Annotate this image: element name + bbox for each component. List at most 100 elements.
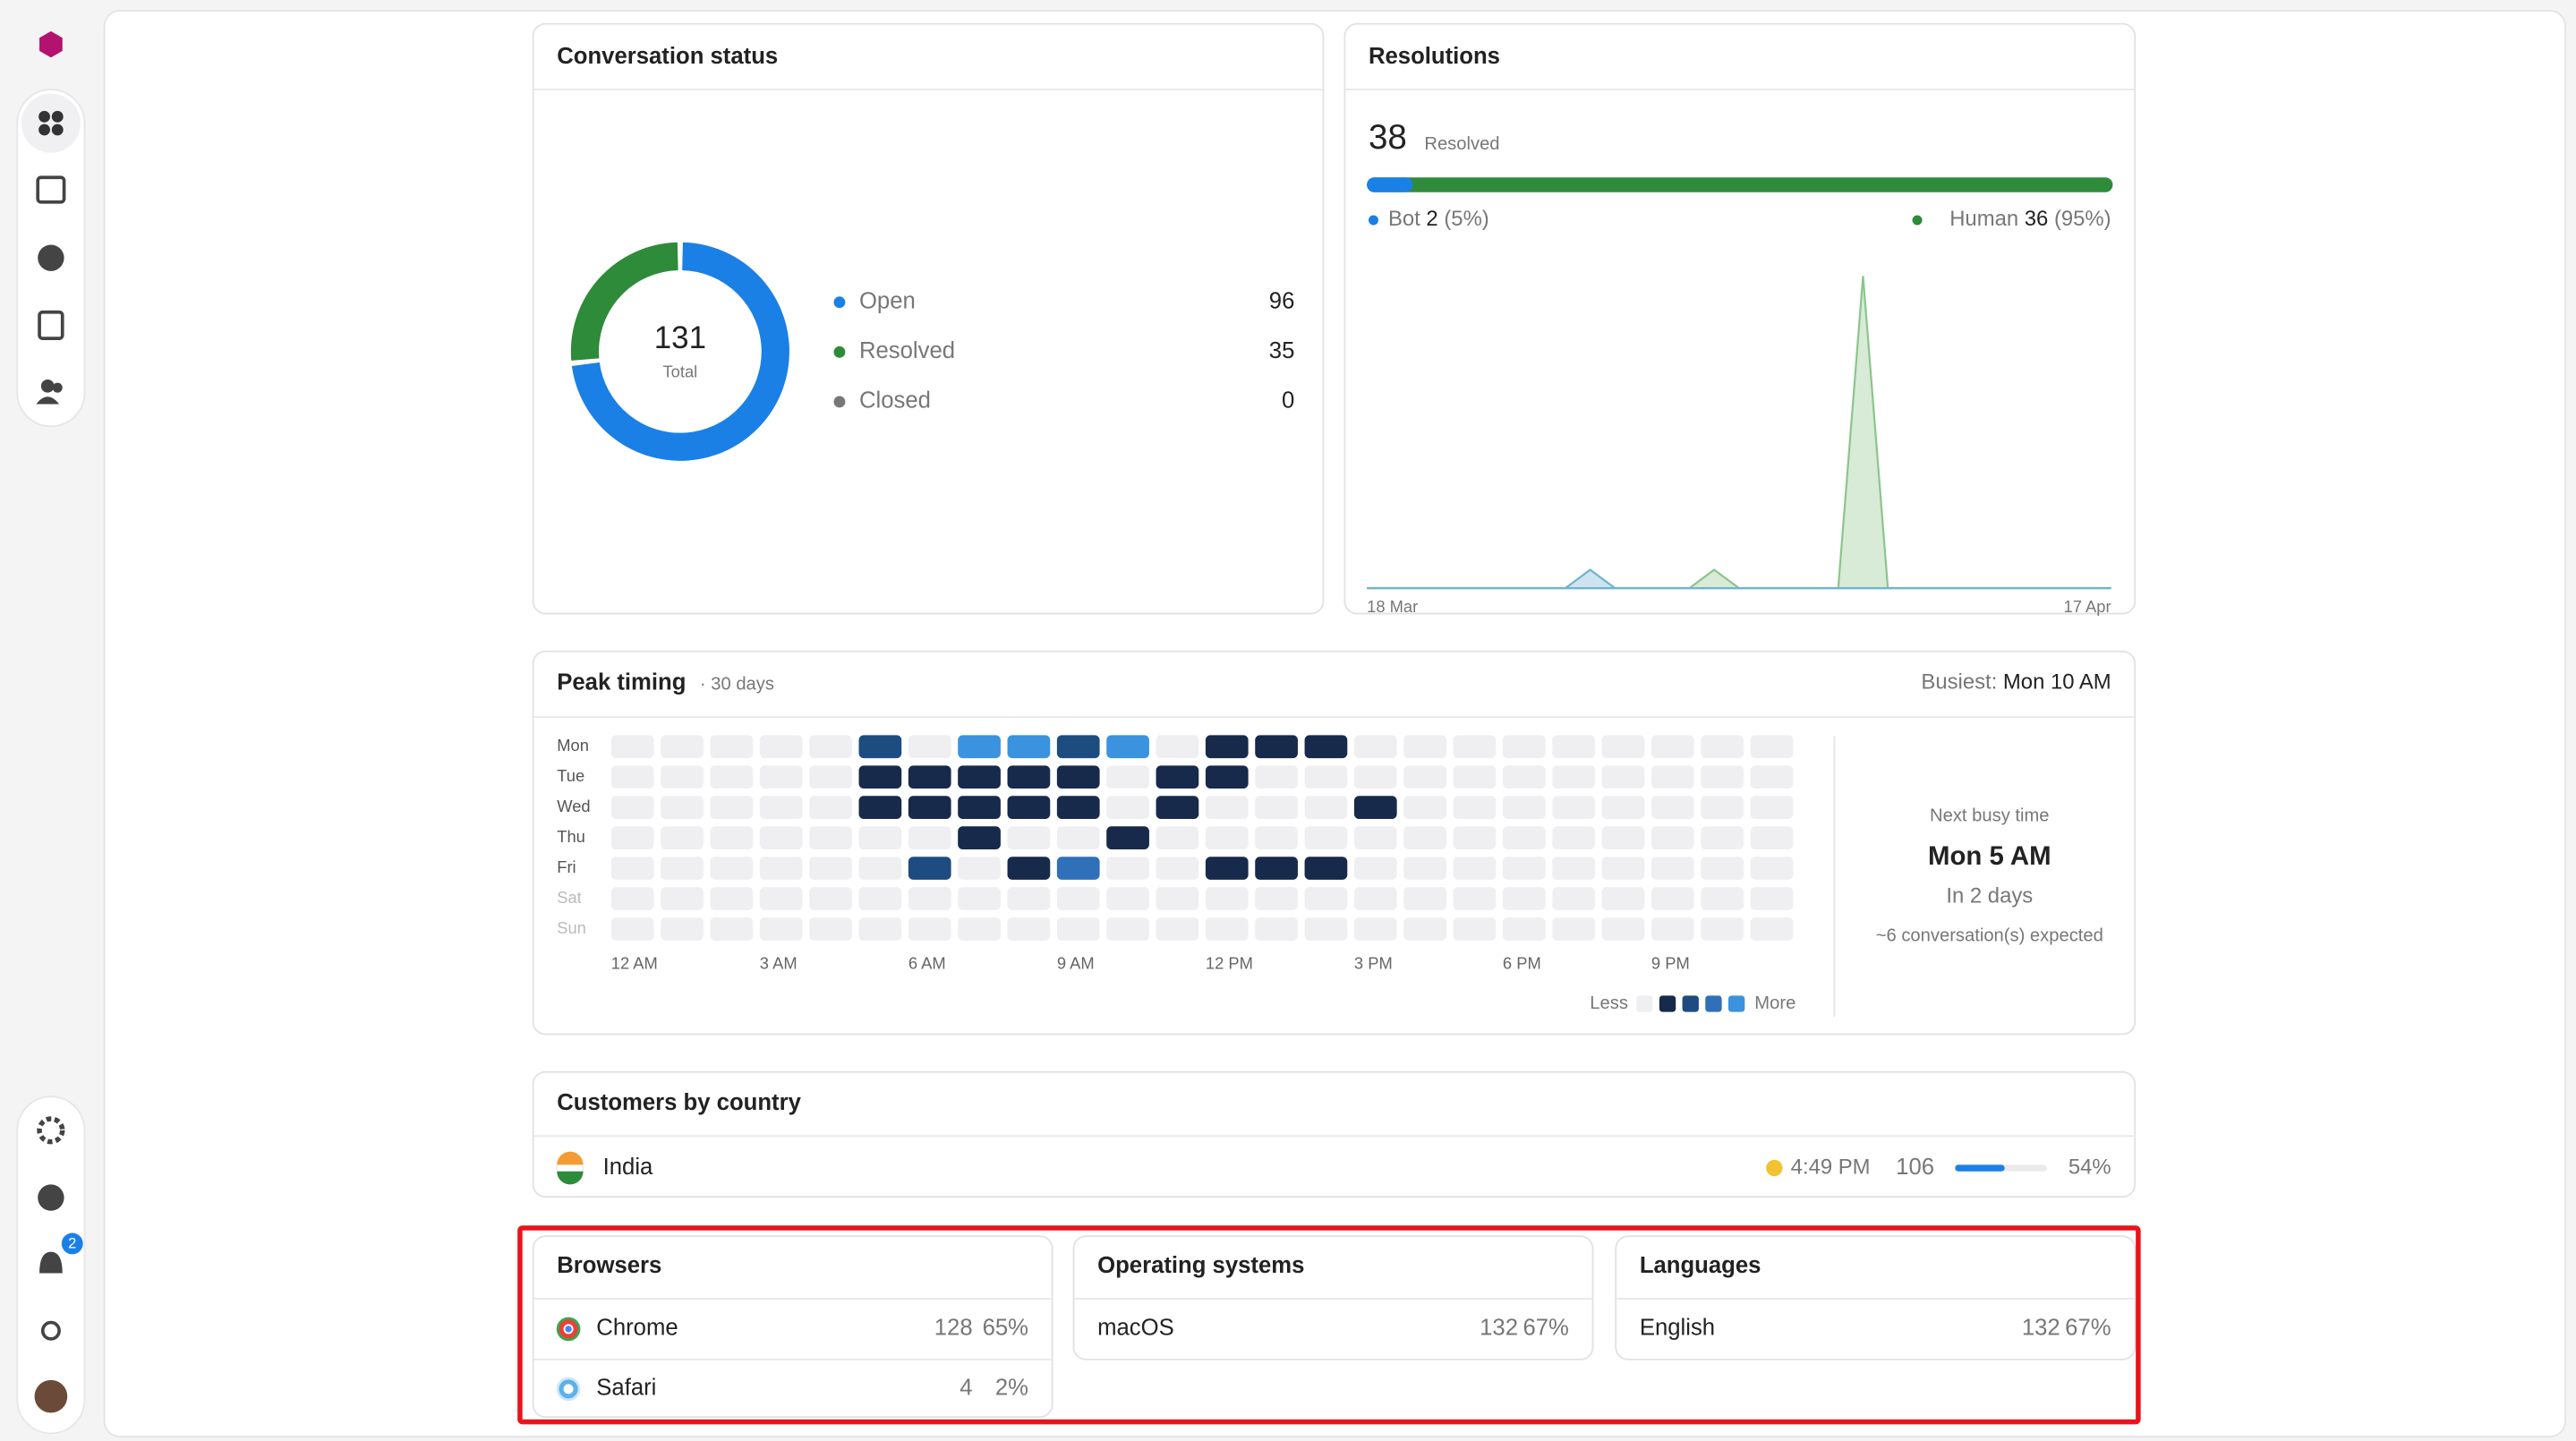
heat-cell [1552,887,1595,910]
icon-inbox[interactable] [36,175,66,204]
icon-help[interactable] [38,1184,64,1211]
heat-cell [809,765,852,789]
heat-cell [1750,917,1794,941]
heat-cell [1353,857,1397,880]
heat-cell [1007,887,1051,910]
icon-contacts[interactable] [36,379,63,405]
row-pct: 67% [2065,1316,2111,1341]
heat-cell [1007,857,1051,880]
heat-cell [1403,857,1446,880]
heat-cell [809,826,852,849]
heat-cell [1601,857,1645,880]
heat-cell [1750,765,1794,789]
status-name: Resolved [859,338,955,363]
heat-cell [1651,826,1694,849]
logo[interactable] [39,30,63,58]
heat-cell [1353,826,1397,849]
heat-cell [1453,765,1497,789]
icon-ai[interactable] [38,244,64,271]
heat-cell [858,887,902,910]
heat-cell [759,887,803,910]
icon-settings[interactable] [37,1116,65,1145]
heat-cell [610,735,654,759]
heat-cell [1106,765,1149,789]
heat-cell [759,765,803,789]
day-label: Mon [557,736,589,755]
heat-cell [1552,796,1595,819]
heat-cell [1651,917,1694,941]
heat-cell [710,826,754,849]
heat-cell [1106,917,1149,941]
heat-cell [1255,917,1298,941]
card [532,1235,1053,1419]
heat-cell [1502,826,1546,849]
heat-cell [1106,826,1149,849]
legend-less: Less [1590,993,1628,1013]
heat-cell [908,765,951,789]
heat-cell [958,826,1001,849]
heat-cell [1502,796,1546,819]
heat-cell [858,857,902,880]
human-count: 36 [2025,207,2049,231]
heat-cell [610,826,654,849]
heat-cell [1255,857,1298,880]
heat-cell [1552,765,1595,789]
country-count: 106 [1896,1155,1934,1180]
heat-cell [610,917,654,941]
heat-cell [759,917,803,941]
heat-cell [1255,826,1298,849]
heat-cell [908,796,951,819]
heat-cell [610,887,654,910]
heat-cell [809,857,852,880]
heat-cell [858,796,902,819]
heat-cell [1353,796,1397,819]
heat-cell [1502,857,1546,880]
legend-swatch [1636,995,1653,1012]
heat-cell [1056,765,1100,789]
heat-cell [1453,826,1497,849]
heat-cell [1156,826,1199,849]
heat-cell [1453,887,1497,910]
card-title: Customers by country [557,1090,801,1115]
status-name: Open [859,289,916,314]
legend-dot [1912,215,1923,226]
heat-cell [1701,887,1744,910]
heat-cell [1156,887,1199,910]
legend-dot [833,296,846,309]
heat-cell [958,765,1001,789]
heat-cell [858,917,902,941]
card [1615,1235,2137,1360]
bot-name: Bot [1388,207,1420,231]
x-end-label: 17 Apr [2064,597,2111,616]
heat-cell [1453,796,1497,819]
icon-theme[interactable] [40,1320,61,1341]
icon-tasks[interactable] [38,310,64,340]
heat-cell [1353,765,1397,789]
heat-cell [661,765,704,789]
heat-cell [1255,796,1298,819]
donut-segment [570,242,679,361]
badge [61,1232,83,1255]
icon-dashboard[interactable] [38,110,64,136]
total: 131 [654,320,706,355]
heat-cell [1750,826,1794,849]
heat-cell [809,887,852,910]
heat-cell [1453,857,1497,880]
heat-cell [1205,857,1249,880]
heat-cell [661,857,704,880]
heat-cell [908,887,951,910]
day-label: Wed [557,797,590,815]
legend-dot [833,396,846,408]
heat-cell [1601,917,1645,941]
icon-bell[interactable] [39,1251,63,1274]
area [1367,276,2111,590]
resolved-label: Resolved [1424,134,1499,154]
human-legend: Human 36 (95%) [1949,207,2111,231]
heat-cell [958,917,1001,941]
card-title: Languages [1640,1253,1761,1278]
avatar[interactable] [34,1379,68,1413]
heat-cell [710,887,754,910]
day-label: Sun [557,918,586,937]
day-label: Fri [557,857,576,876]
status-count: 0 [1282,388,1294,414]
